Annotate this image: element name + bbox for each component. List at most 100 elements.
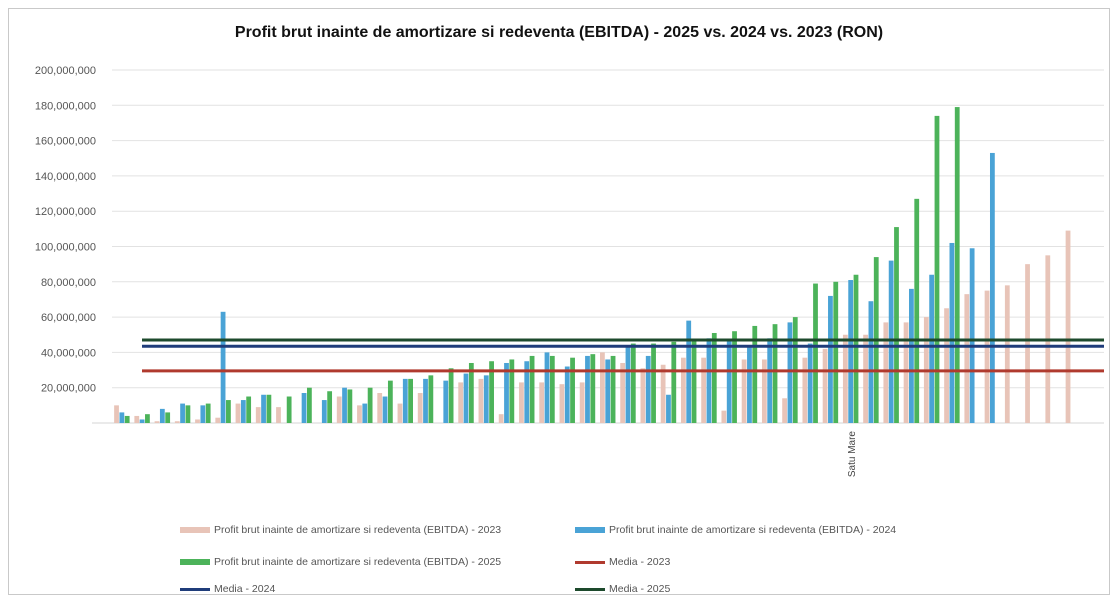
- bar-2025: [428, 375, 434, 423]
- bar-2024: [423, 378, 428, 424]
- bar-2025: [205, 403, 211, 423]
- bar-2024: [969, 248, 975, 423]
- bar-2023: [174, 421, 180, 423]
- bar-2024: [625, 345, 631, 423]
- bar-2025: [489, 361, 494, 423]
- bar-2023: [134, 415, 140, 423]
- bar-2024: [463, 373, 469, 423]
- bar-2023: [377, 393, 383, 423]
- bar-2023: [782, 398, 787, 423]
- bar-2024: [524, 361, 530, 423]
- bar-2023: [397, 403, 403, 423]
- bar-2024: [747, 347, 752, 423]
- bar-2025: [165, 412, 171, 423]
- bar-2024: [301, 393, 307, 423]
- bar-2024: [848, 280, 854, 423]
- bar-2024: [261, 394, 266, 423]
- bar-2025: [145, 414, 150, 423]
- bar-2023: [195, 419, 200, 423]
- bar-2023: [154, 421, 160, 423]
- bar-2025: [306, 387, 312, 423]
- bar-2023: [863, 334, 868, 423]
- bar-2025: [671, 341, 677, 423]
- bar-2024: [362, 403, 368, 423]
- bar-2025: [266, 394, 272, 423]
- bar-2023: [741, 359, 747, 423]
- bar-2023: [660, 364, 666, 423]
- bar-2023: [417, 393, 423, 423]
- bar-2023: [478, 378, 484, 424]
- bar-2025: [327, 391, 333, 423]
- y-tick-label: 20,000,000: [41, 383, 96, 395]
- y-tick-label: 180,000,000: [35, 100, 96, 112]
- bar-2025: [367, 387, 373, 423]
- bar-2024: [564, 366, 570, 423]
- bar-2025: [347, 389, 353, 423]
- bar-2024: [828, 295, 833, 423]
- bar-2023: [458, 382, 464, 423]
- bar-2024: [929, 274, 935, 423]
- bar-2023: [336, 396, 342, 423]
- bar-2024: [200, 405, 206, 423]
- bar-2025: [954, 107, 960, 423]
- bar-2025: [529, 355, 535, 423]
- bar-2023: [255, 407, 261, 423]
- bar-2024: [666, 394, 671, 423]
- y-tick-label: 160,000,000: [35, 136, 96, 148]
- bar-2025: [894, 227, 899, 423]
- y-tick-label: 120,000,000: [35, 206, 96, 218]
- bar-2025: [853, 274, 859, 423]
- bar-2024: [483, 375, 489, 423]
- bar-2025: [408, 378, 413, 424]
- bar-2024: [504, 362, 509, 423]
- bar-2023: [842, 334, 848, 423]
- bar-2024: [888, 260, 894, 423]
- bar-2024: [240, 400, 246, 423]
- y-tick-label: 100,000,000: [35, 242, 96, 254]
- bar-2023: [519, 382, 524, 423]
- bar-2023: [701, 357, 707, 423]
- y-tick-label: 80,000,000: [41, 277, 96, 289]
- bar-2024: [949, 242, 955, 423]
- bar-2024: [119, 412, 125, 423]
- bar-2023: [1065, 230, 1071, 423]
- bar-2024: [402, 378, 408, 424]
- y-tick-label: 200,000,000: [35, 65, 96, 77]
- bar-2023: [1025, 264, 1030, 423]
- bar-2023: [964, 294, 970, 423]
- bar-2024: [868, 301, 874, 423]
- bar-2025: [570, 357, 575, 423]
- bar-2024: [767, 338, 773, 423]
- bar-2025: [185, 405, 191, 423]
- bar-2024: [706, 338, 712, 423]
- bar-2023: [600, 352, 605, 423]
- y-tick-label: 40,000,000: [41, 347, 96, 359]
- bar-2024: [342, 387, 347, 423]
- bar-2025: [813, 283, 818, 423]
- bar-2025: [752, 325, 758, 423]
- bar-2025: [651, 343, 656, 423]
- bar-2025: [246, 396, 252, 423]
- bar-2024: [220, 311, 226, 423]
- bar-2023: [620, 362, 626, 423]
- bar-2025: [732, 331, 737, 423]
- bar-2025: [691, 340, 697, 423]
- bar-2024: [180, 403, 185, 423]
- bar-2024: [585, 355, 590, 423]
- bar-2023: [761, 359, 767, 423]
- bar-2023: [276, 407, 281, 423]
- bar-2025: [124, 415, 130, 423]
- bar-2023: [640, 368, 646, 423]
- bar-2023: [539, 382, 545, 423]
- bar-2024: [544, 352, 550, 423]
- bar-2025: [448, 368, 454, 423]
- y-tick-label: 140,000,000: [35, 171, 96, 183]
- bar-2025: [286, 396, 292, 423]
- bar-2025: [387, 380, 393, 423]
- bar-2023: [114, 405, 119, 423]
- bar-2023: [984, 290, 990, 424]
- bar-2023: [498, 414, 504, 423]
- bar-2024: [159, 408, 165, 423]
- bar-2024: [787, 322, 793, 423]
